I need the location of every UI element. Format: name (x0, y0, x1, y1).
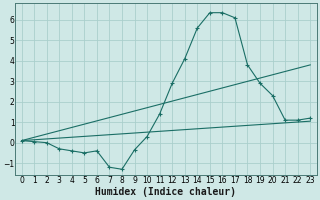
X-axis label: Humidex (Indice chaleur): Humidex (Indice chaleur) (95, 186, 236, 197)
